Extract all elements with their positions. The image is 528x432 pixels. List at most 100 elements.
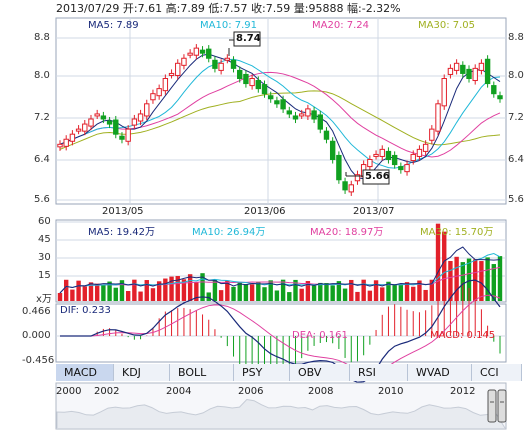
tab-cci[interactable]: CCI [472, 364, 522, 381]
candle-body [175, 62, 181, 76]
tab-obv[interactable]: OBV [290, 364, 350, 381]
volume-bar [212, 279, 218, 301]
candle-body [249, 78, 255, 87]
tab-kdj[interactable]: KDJ [114, 364, 170, 381]
candle-body [274, 100, 280, 105]
candle-body [119, 135, 125, 140]
ma5-line [59, 53, 501, 180]
timeline-year-label: 2004 [166, 386, 192, 397]
candle-body [106, 120, 113, 125]
candle-body [404, 164, 410, 173]
volume-bar [163, 278, 168, 301]
price-axis-label-left: 7.2 [34, 112, 50, 123]
change-value: -2.32% [361, 2, 401, 15]
candle-body [224, 57, 231, 61]
volume-bar [70, 289, 75, 301]
candle-body [460, 64, 466, 74]
navigator-price-line [56, 398, 506, 429]
candle-body [342, 181, 348, 191]
volume-bar [194, 282, 199, 301]
volume-bar [243, 284, 249, 301]
candle-body [63, 138, 69, 147]
candle-body [385, 150, 392, 160]
volume-bar [274, 290, 280, 301]
volume-bar [330, 285, 335, 301]
volume-bar [497, 256, 503, 301]
date-label-june: 2013/06 [244, 206, 286, 217]
navigator-right-handle[interactable] [497, 389, 507, 423]
candle-body [435, 103, 441, 132]
candle-body [453, 62, 460, 71]
volume-bar [429, 279, 435, 301]
price-ma30-legend: MA30: 7.05 [418, 20, 476, 31]
open-value: 7.61 [137, 2, 163, 15]
candle-body [329, 140, 336, 160]
price-axis-label-right: 7.2 [508, 112, 524, 123]
candle-body [230, 59, 237, 69]
volume-value: 95888 [308, 2, 344, 15]
candle-body [199, 49, 206, 54]
timeline-year-label: 2000 [56, 386, 82, 397]
volume-ma5-legend: MA5: 19.42万 [88, 227, 156, 238]
date-label-july: 2013/07 [353, 206, 395, 217]
tab-boll[interactable]: BOLL [170, 364, 234, 381]
volume-grid [56, 221, 506, 277]
high-callout-box [233, 31, 261, 47]
volume-bar [125, 291, 131, 301]
volume-bar [200, 273, 205, 301]
tab-psy[interactable]: PSY [234, 364, 290, 381]
candle-body [168, 72, 175, 76]
candle-body [125, 128, 131, 142]
volume-bar [57, 293, 63, 301]
volume-bar [206, 292, 211, 301]
volume-label: 量: [293, 2, 309, 15]
high-value: 7.89 [180, 2, 205, 15]
candle-body [484, 58, 491, 85]
navigator-left-handle[interactable] [487, 389, 497, 423]
dif-line [60, 279, 501, 383]
price-axis-label-right: 8.8 [508, 32, 524, 43]
volume-bar [417, 280, 422, 301]
candle-body [243, 73, 249, 85]
candle-body [286, 110, 292, 115]
quote-date: 2013/07/29 [56, 2, 120, 15]
candle-body [150, 93, 156, 101]
close-value: 7.59 [265, 2, 291, 15]
timeline-year-label: 2002 [94, 386, 120, 397]
volume-bar [231, 286, 236, 301]
volume-bar [442, 231, 447, 301]
volume-bar [218, 290, 224, 301]
candle-body [367, 159, 373, 168]
volume-bar [150, 288, 156, 301]
price-ma5-legend: MA5: 7.89 [88, 20, 139, 31]
volume-bar [287, 292, 292, 301]
volume-ma5-line [59, 246, 501, 294]
candle-body [261, 84, 268, 95]
volume-bar [169, 276, 174, 301]
candle-body [373, 153, 379, 157]
candle-body [336, 154, 342, 181]
candle-body [348, 184, 354, 193]
volume-bar [466, 258, 472, 301]
volume-bar [113, 287, 118, 301]
volume-bar [119, 280, 125, 301]
tab-wvad[interactable]: WVAD [408, 364, 472, 381]
tab-rsi[interactable]: RSI [350, 364, 408, 381]
candle-body [137, 113, 144, 122]
candle-body [354, 174, 361, 182]
ma30-line [59, 90, 501, 150]
volume-bar [349, 279, 354, 301]
candle-body [398, 166, 404, 171]
volume-bar [380, 287, 385, 301]
date-label-may: 2013/05 [102, 206, 144, 217]
volume-bar [187, 274, 193, 301]
price-axis-label-left: 5.6 [34, 194, 50, 205]
candle-body [416, 148, 423, 157]
volume-ma10-legend: MA10: 26.94万 [192, 227, 266, 238]
candle-body [255, 80, 262, 90]
high-label: 高: [165, 2, 181, 15]
tab-macd[interactable]: MACD [56, 364, 114, 381]
price-low-annotation: 5.66 [365, 171, 390, 182]
volume-bar [448, 261, 453, 301]
